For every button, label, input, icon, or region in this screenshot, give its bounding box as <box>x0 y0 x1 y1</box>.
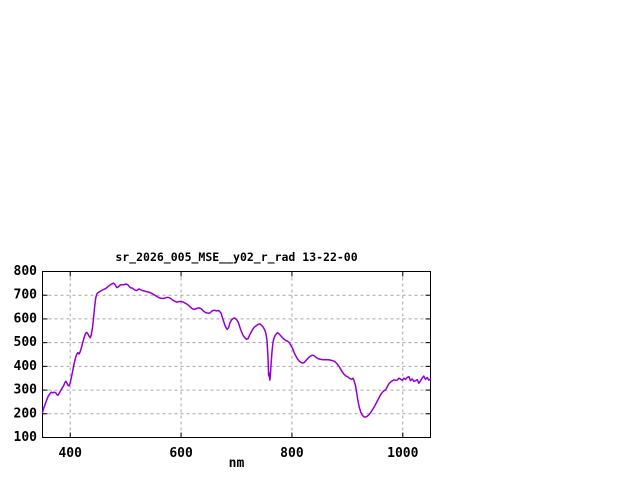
y-tick-label: 100 <box>14 430 38 445</box>
plot-frame <box>42 271 431 438</box>
x-tick-label: 800 <box>280 446 304 461</box>
x-tick-label: 400 <box>58 446 82 461</box>
axis-ticks <box>42 271 431 438</box>
radiance-series-line <box>41 282 432 418</box>
y-tick-label: 600 <box>14 311 38 326</box>
y-tick-label: 500 <box>14 335 38 350</box>
spectrum-curve <box>41 282 432 418</box>
y-tick-label: 800 <box>14 264 38 279</box>
y-tick-label: 400 <box>14 359 38 374</box>
x-tick-label: 600 <box>169 446 193 461</box>
chart-title: sr_2026_005_MSE__y02_r_rad 13-22-00 <box>115 250 357 265</box>
x-tick-label: 1000 <box>387 446 418 461</box>
x-axis-label: nm <box>229 456 245 471</box>
y-tick-label: 200 <box>14 406 38 421</box>
grid-lines <box>42 271 431 438</box>
y-tick-label: 300 <box>14 383 38 398</box>
tick-labels: 400 600 800 1000 100 200 300 400 500 600 700 800 <box>14 264 419 461</box>
plot-border <box>42 271 431 438</box>
y-tick-label: 700 <box>14 288 38 303</box>
